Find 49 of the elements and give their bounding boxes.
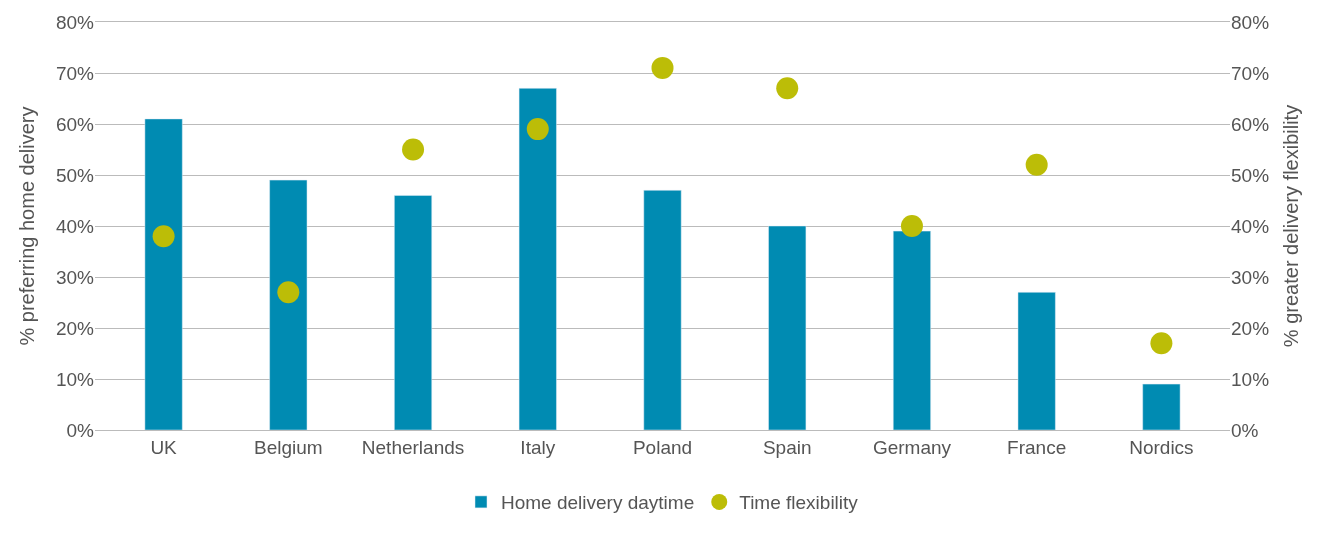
bar <box>892 230 931 430</box>
point <box>1025 153 1048 176</box>
x-tick-label: Italy <box>520 436 556 458</box>
bar <box>768 225 807 430</box>
y-tick-label: 10% <box>55 368 95 390</box>
point <box>152 225 175 248</box>
y2-tick-label: 80% <box>1231 11 1270 33</box>
y2-tick-label: 10% <box>1231 368 1270 390</box>
x-tick-label: Spain <box>762 436 812 458</box>
x-tick-label: Netherlands <box>361 436 465 458</box>
x-tick-label: Germany <box>872 436 952 458</box>
y-tick-label: 40% <box>55 215 95 237</box>
y-tick-label: 30% <box>55 266 95 288</box>
legend-label: Time flexibility <box>739 492 859 514</box>
bar <box>394 195 433 430</box>
y-tick-label: 60% <box>55 113 95 135</box>
y2-tick-label: 0% <box>1231 419 1259 441</box>
y-axis-title: % preferring home delivery <box>16 106 39 346</box>
x-tick-label: Poland <box>632 436 693 458</box>
point <box>651 56 674 79</box>
y2-tick-label: 40% <box>1231 215 1270 237</box>
legend-label: Home delivery daytime <box>501 492 695 514</box>
bar <box>518 88 557 430</box>
bar <box>1017 292 1056 430</box>
bar <box>643 190 682 430</box>
y-tick-label: 80% <box>55 11 95 33</box>
x-tick-label: UK <box>150 436 178 458</box>
y-tick-label: 70% <box>55 62 95 84</box>
point <box>402 138 425 161</box>
y-tick-label: 0% <box>66 419 95 441</box>
point <box>776 77 799 100</box>
y2-tick-label: 20% <box>1231 317 1270 339</box>
y-tick-label: 50% <box>55 164 95 186</box>
bar <box>269 179 308 430</box>
y2-tick-label: 50% <box>1231 164 1270 186</box>
x-tick-label: Nordics <box>1129 436 1194 458</box>
point <box>277 281 300 304</box>
y2-axis-title: % greater delivery flexibility <box>1279 104 1302 348</box>
point <box>526 118 549 141</box>
point <box>900 215 923 237</box>
y-tick-label: 20% <box>55 317 95 339</box>
bar <box>144 118 183 430</box>
y2-tick-label: 30% <box>1231 266 1270 288</box>
x-tick-label: Belgium <box>253 436 323 458</box>
x-tick-label: France <box>1007 436 1067 458</box>
y2-tick-label: 60% <box>1231 113 1270 135</box>
bar <box>1142 383 1181 430</box>
y2-tick-label: 70% <box>1231 62 1270 84</box>
point <box>1150 332 1173 355</box>
